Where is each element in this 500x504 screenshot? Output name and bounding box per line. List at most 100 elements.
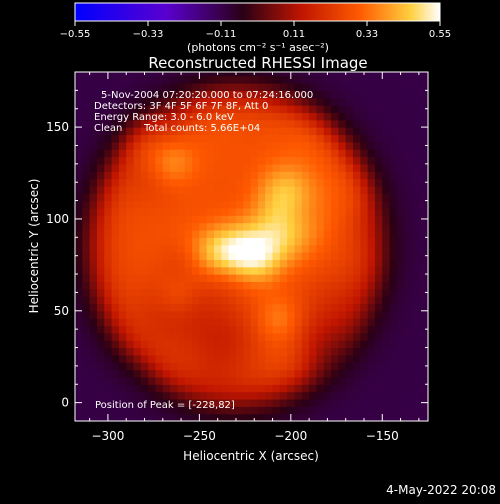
heatmap-cell [294, 119, 303, 128]
heatmap-cell [309, 200, 318, 209]
heatmap-cell [323, 127, 332, 136]
heatmap-cell [396, 112, 405, 121]
heatmap-cell [96, 391, 105, 400]
heatmap-cell [104, 303, 113, 312]
heatmap-cell [316, 163, 325, 172]
heatmap-cell [382, 369, 391, 378]
heatmap-cell [382, 259, 391, 268]
heatmap-cell [184, 376, 193, 385]
heatmap-cell [382, 274, 391, 282]
heatmap-cell [214, 193, 222, 202]
heatmap-cell [192, 413, 200, 422]
heatmap-cell [243, 215, 252, 224]
heatmap-cell [418, 347, 427, 356]
heatmap-cell [301, 112, 310, 121]
heatmap-cell [177, 332, 186, 341]
heatmap-cell [287, 127, 296, 136]
heatmap-cell [235, 296, 244, 305]
heatmap-cell [382, 376, 391, 385]
heatmap-cell [360, 310, 369, 319]
heatmap-cell [214, 97, 222, 106]
heatmap-cell [221, 376, 230, 385]
heatmap-cell [360, 398, 369, 407]
heatmap-cell [228, 149, 237, 158]
heatmap-cell [243, 413, 252, 422]
heatmap-cell [367, 90, 376, 99]
heatmap-cell [345, 222, 354, 231]
heatmap-cell [309, 119, 318, 128]
heatmap-cell [250, 406, 259, 415]
heatmap-cell [133, 193, 142, 202]
heatmap-cell [235, 340, 244, 349]
heatmap-cell [111, 347, 120, 356]
heatmap-cell [404, 149, 413, 158]
heatmap-cell [338, 384, 347, 393]
heatmap-cell [396, 274, 405, 282]
heatmap-cell [214, 83, 222, 91]
heatmap-cell [118, 83, 127, 91]
heatmap-cell [221, 185, 230, 194]
heatmap-cell [411, 222, 420, 231]
heatmap-cell [331, 281, 339, 290]
heatmap-cell [426, 90, 429, 99]
heatmap-cell [396, 259, 405, 268]
heatmap-cell [404, 141, 413, 150]
heatmap-cell [96, 185, 105, 194]
heatmap-cell [309, 259, 318, 268]
heatmap-cell [148, 112, 157, 121]
heatmap-cell [162, 384, 171, 393]
heatmap-cell [243, 75, 252, 84]
heatmap-cell [140, 237, 149, 246]
heatmap-cell [294, 244, 303, 253]
heatmap-cell [206, 200, 215, 209]
heatmap-cell [301, 318, 310, 327]
heatmap-cell [279, 252, 288, 260]
heatmap-cell [418, 325, 427, 334]
heatmap-cell [199, 303, 208, 312]
heatmap-cell [411, 384, 420, 393]
heatmap-cell [184, 119, 193, 128]
heatmap-cell [345, 72, 354, 77]
heatmap-cell [323, 178, 332, 187]
heatmap-cell [382, 413, 391, 422]
heatmap-cell [82, 97, 91, 106]
heatmap-cell [133, 406, 142, 415]
heatmap-cell [133, 398, 142, 407]
heatmap-cell [331, 141, 339, 150]
heatmap-cell [382, 229, 391, 238]
heatmap-cell [148, 105, 157, 114]
heatmap-cell [374, 90, 383, 99]
heatmap-cell [140, 75, 149, 84]
heatmap-cell [396, 281, 405, 290]
heatmap-cell [279, 288, 288, 297]
heatmap-cell [82, 391, 91, 400]
heatmap-cell [118, 163, 127, 172]
heatmap-cell [214, 274, 222, 282]
heatmap-cell [418, 185, 427, 194]
heatmap-cell [367, 163, 376, 172]
heatmap-cell [155, 259, 164, 268]
heatmap-cell [316, 318, 325, 327]
heatmap-cell [389, 112, 398, 121]
heatmap-cell [184, 237, 193, 246]
heatmap-cell [367, 112, 376, 121]
heatmap-cell [338, 369, 347, 378]
heatmap-cell [89, 185, 98, 194]
heatmap-cell [243, 178, 252, 187]
heatmap-cell [411, 369, 420, 378]
heatmap-cell [96, 376, 105, 385]
heatmap-cell [309, 207, 318, 216]
heatmap-cell [323, 391, 332, 400]
heatmap-cell [389, 156, 398, 165]
heatmap-cell [404, 406, 413, 415]
heatmap-cell [331, 406, 339, 415]
heatmap-cell [162, 141, 171, 150]
heatmap-cell [104, 347, 113, 356]
heatmap-cell [192, 156, 200, 165]
heatmap-cell [404, 127, 413, 136]
heatmap-cell [396, 318, 405, 327]
heatmap-cell [316, 266, 325, 275]
heatmap-cell [199, 354, 208, 363]
heatmap-cell [418, 83, 427, 91]
heatmap-cell [345, 406, 354, 415]
